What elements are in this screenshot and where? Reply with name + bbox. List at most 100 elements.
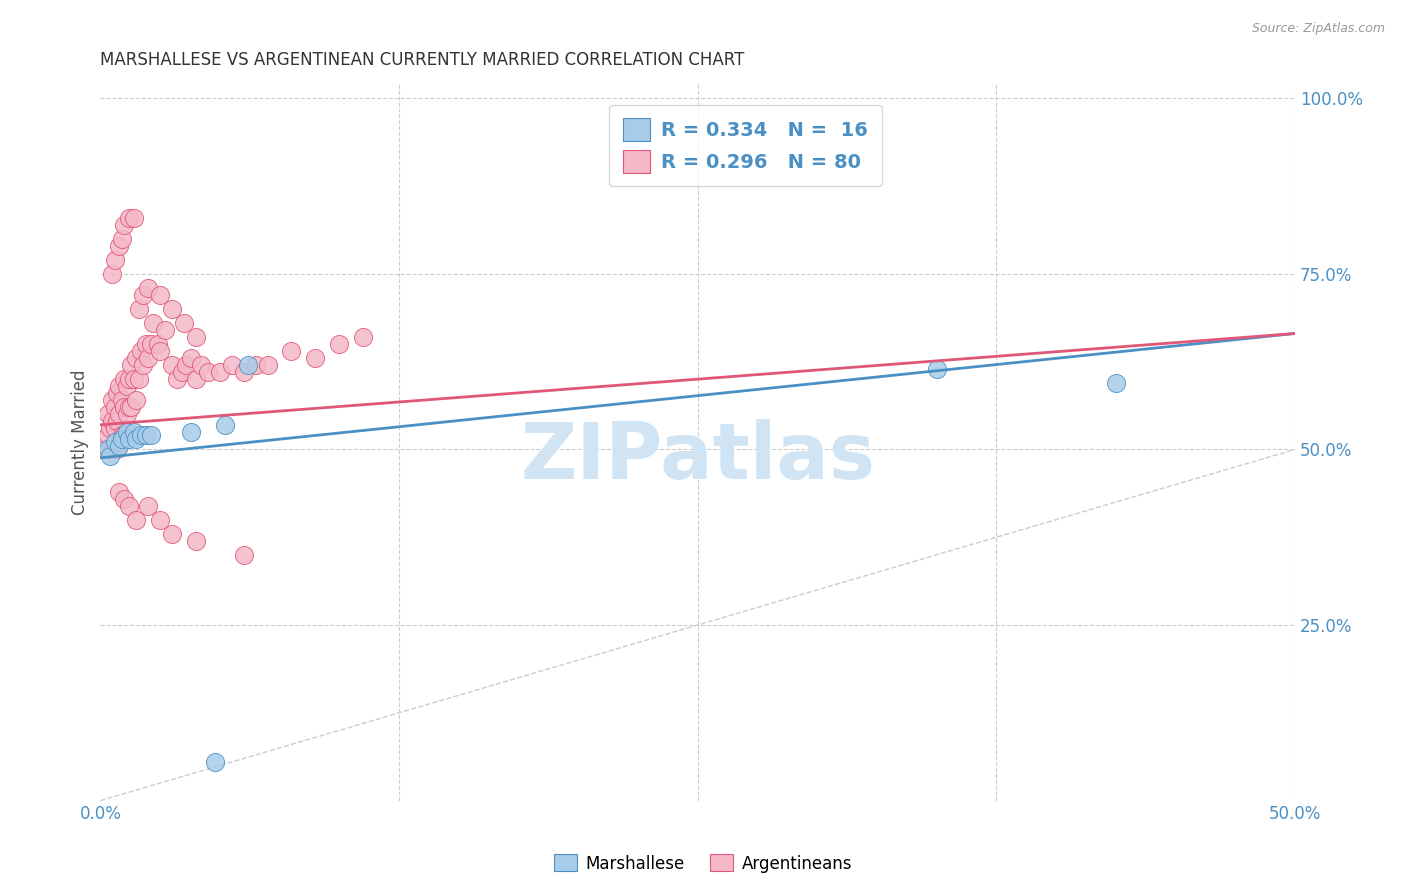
Point xyxy=(153,323,176,337)
Text: MARSHALLESE VS ARGENTINEAN CURRENTLY MARRIED CORRELATION CHART: MARSHALLESE VS ARGENTINEAN CURRENTLY MAR… xyxy=(100,51,745,69)
Point xyxy=(111,232,134,246)
Point xyxy=(232,365,254,379)
Point xyxy=(128,301,150,316)
Point xyxy=(149,288,172,302)
Point xyxy=(180,351,202,365)
Point xyxy=(98,421,121,435)
Point xyxy=(925,361,948,376)
Point xyxy=(108,439,131,453)
Point xyxy=(101,442,124,457)
Point xyxy=(108,484,131,499)
Point xyxy=(173,316,195,330)
Point xyxy=(118,211,141,225)
Point xyxy=(105,386,128,401)
Point xyxy=(112,491,135,506)
Point xyxy=(149,513,172,527)
Point xyxy=(125,432,148,446)
Point xyxy=(184,533,207,548)
Point xyxy=(112,218,135,232)
Point xyxy=(128,372,150,386)
Point xyxy=(304,351,326,365)
Point xyxy=(180,425,202,439)
Point xyxy=(136,499,159,513)
Point xyxy=(139,428,162,442)
Point xyxy=(160,358,183,372)
Point xyxy=(132,288,155,302)
Point xyxy=(132,358,155,372)
Point xyxy=(146,337,169,351)
Point xyxy=(129,344,152,359)
Point xyxy=(115,379,138,393)
Point xyxy=(104,401,127,415)
Point xyxy=(112,401,135,415)
Point xyxy=(101,393,124,408)
Point xyxy=(125,513,148,527)
Point xyxy=(136,351,159,365)
Text: Source: ZipAtlas.com: Source: ZipAtlas.com xyxy=(1251,22,1385,36)
Point xyxy=(108,435,131,450)
Point xyxy=(111,428,134,442)
Point xyxy=(176,358,198,372)
Point xyxy=(214,417,236,432)
Point xyxy=(129,428,152,442)
Point xyxy=(112,372,135,386)
Point xyxy=(122,211,145,225)
Point xyxy=(118,499,141,513)
Point xyxy=(104,421,127,435)
Point xyxy=(115,407,138,421)
Point xyxy=(98,442,121,457)
Y-axis label: Currently Married: Currently Married xyxy=(72,369,89,515)
Point xyxy=(108,379,131,393)
Point xyxy=(118,432,141,446)
Point xyxy=(245,358,267,372)
Point xyxy=(122,372,145,386)
Point xyxy=(112,428,135,442)
Point xyxy=(328,337,350,351)
Point xyxy=(256,358,278,372)
Point xyxy=(139,337,162,351)
Point xyxy=(96,442,118,457)
Point xyxy=(101,267,124,281)
Point xyxy=(101,414,124,428)
Point xyxy=(170,365,193,379)
Text: ZIPatlas: ZIPatlas xyxy=(520,418,875,495)
Point xyxy=(149,344,172,359)
Point xyxy=(232,548,254,562)
Point xyxy=(135,428,157,442)
Point xyxy=(122,425,145,439)
Point xyxy=(238,358,260,372)
Point xyxy=(184,330,207,344)
Point xyxy=(104,435,127,450)
Point xyxy=(208,365,231,379)
Legend: R = 0.334   N =  16, R = 0.296   N = 80: R = 0.334 N = 16, R = 0.296 N = 80 xyxy=(609,104,882,186)
Point xyxy=(118,401,141,415)
Point xyxy=(142,316,165,330)
Point xyxy=(108,238,131,252)
Point xyxy=(221,358,243,372)
Point xyxy=(197,365,219,379)
Point xyxy=(184,372,207,386)
Point xyxy=(94,442,117,457)
Point xyxy=(190,358,212,372)
Point xyxy=(96,407,118,421)
Point xyxy=(160,301,183,316)
Legend: Marshallese, Argentineans: Marshallese, Argentineans xyxy=(547,847,859,880)
Point xyxy=(160,526,183,541)
Point xyxy=(120,358,142,372)
Point xyxy=(104,252,127,267)
Point xyxy=(135,337,157,351)
Point xyxy=(96,428,118,442)
Point xyxy=(111,432,134,446)
Point xyxy=(105,442,128,457)
Point xyxy=(136,281,159,295)
Point xyxy=(98,450,121,464)
Point xyxy=(120,401,142,415)
Point xyxy=(111,393,134,408)
Point xyxy=(280,344,302,359)
Point xyxy=(125,351,148,365)
Point xyxy=(352,330,374,344)
Point xyxy=(1105,376,1128,390)
Point xyxy=(204,755,226,769)
Point xyxy=(118,372,141,386)
Point xyxy=(125,393,148,408)
